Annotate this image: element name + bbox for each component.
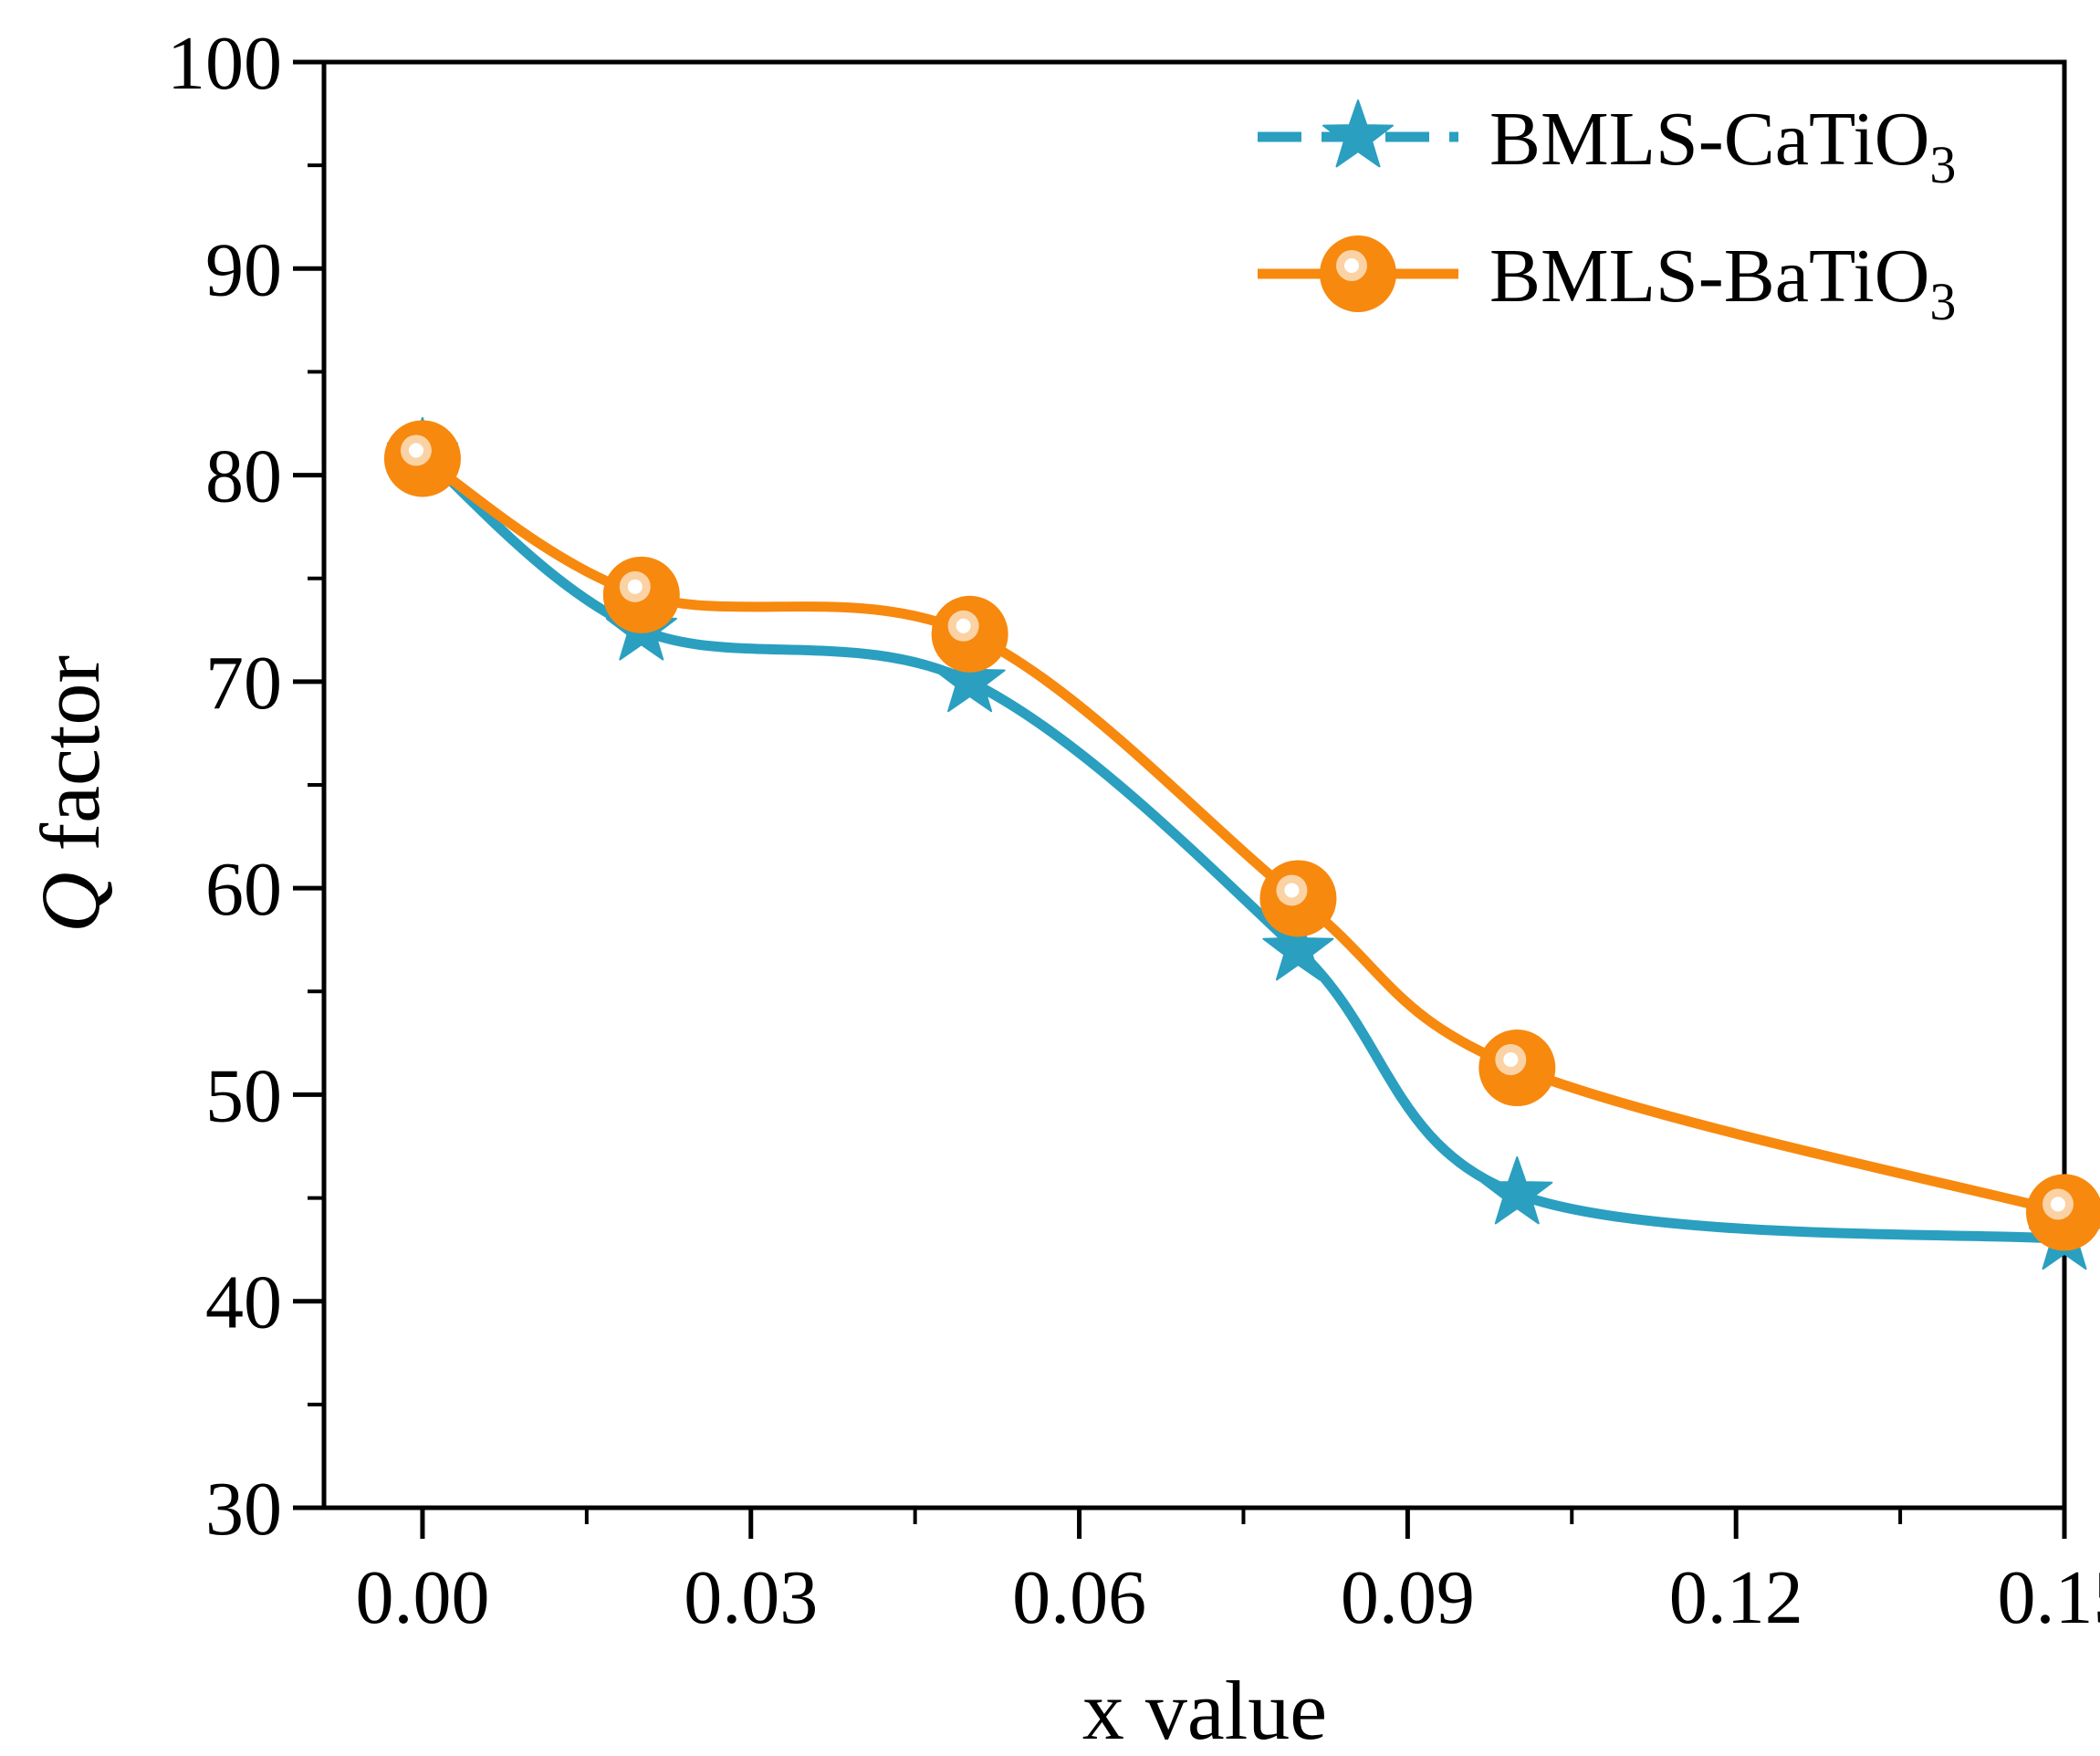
x-axis-title: x value (1082, 1664, 1327, 1756)
y-tick-label: 40 (205, 1260, 282, 1345)
circle-marker (1259, 860, 1337, 937)
y-axis: 30 40 50 60 70 80 90 100 (167, 21, 324, 1552)
circle-marker (383, 420, 461, 497)
y-tick-label: 30 (205, 1467, 282, 1552)
circle-marker (1478, 1030, 1556, 1107)
legend: BMLS-CaTiO3 BMLS-BaTiO3 (1258, 97, 1956, 331)
y-tick-label: 50 (205, 1053, 282, 1138)
star-marker (1262, 913, 1334, 981)
y-axis-title-italic: Q (24, 873, 117, 933)
x-tick-label: 0.15 (1998, 1555, 2100, 1640)
y-axis-title: Q factor (24, 655, 117, 933)
series-layer (383, 416, 2100, 1270)
circle-marker (931, 595, 1008, 673)
circle-marker (602, 556, 680, 633)
legend-star-marker (1322, 99, 1394, 168)
legend-label: BMLS-CaTiO3 (1489, 97, 1956, 194)
x-tick-label: 0.06 (1012, 1555, 1146, 1640)
x-tick-label: 0.00 (355, 1555, 489, 1640)
series-catio3 (386, 416, 2100, 1270)
y-tick-label: 70 (205, 641, 282, 726)
y-tick-label: 100 (167, 21, 282, 106)
y-tick-label: 80 (205, 434, 282, 519)
legend-entry: BMLS-BaTiO3 (1258, 234, 1956, 331)
legend-label: BMLS-BaTiO3 (1489, 234, 1956, 331)
x-tick-label: 0.03 (684, 1555, 818, 1640)
y-tick-label: 60 (205, 847, 282, 932)
x-tick-label: 0.09 (1341, 1555, 1475, 1640)
legend-circle-marker (1320, 235, 1396, 312)
legend-entry: BMLS-CaTiO3 (1258, 97, 1956, 194)
circle-marker (2026, 1174, 2100, 1251)
star-marker (1481, 1156, 1553, 1225)
y-tick-label: 90 (205, 227, 282, 312)
series-batio3 (383, 420, 2100, 1251)
star-marker (934, 643, 1006, 713)
x-axis: 0.00 0.03 0.06 0.09 0.12 0.15 (355, 1508, 2100, 1640)
y-axis-title-rest: factor (24, 655, 117, 873)
x-tick-label: 0.12 (1669, 1555, 1803, 1640)
